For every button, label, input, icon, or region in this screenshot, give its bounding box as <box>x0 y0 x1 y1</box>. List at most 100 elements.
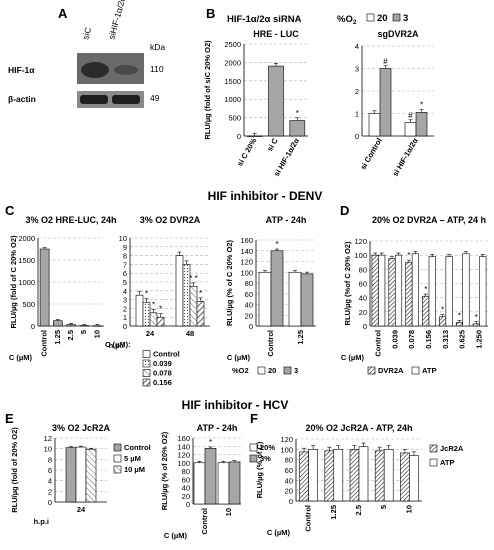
section-title-hcv: HIF inhibitor - HCV <box>182 398 289 412</box>
y-tick-label: 100 <box>240 268 253 277</box>
bar-5 <box>79 325 89 327</box>
y-tick-label: 1500 <box>18 256 35 265</box>
significance-mark: * <box>475 313 478 322</box>
y-tick-label: 120 <box>240 258 253 267</box>
y-tick-label: 12 <box>44 434 52 443</box>
legend-label-atp: ATP <box>440 458 454 467</box>
bar-48-0-078 <box>189 286 198 327</box>
chart-dvr2a-atp: 20% O2 DVR2A – ATP, 24 h 0 20 40 60 80 100 120R… <box>341 215 488 375</box>
chart-sgdvr2a: sgDVR2A 0 1 2 3 4 # si Control # * si HIF-1α/2α <box>355 29 434 178</box>
chart-hre-luc-24h: 3% O2 HRE-LUC, 24h 0 500 1000 1500 2000RLU/µg… <box>9 215 117 362</box>
x-tick-label: si HIF-1α/2α <box>391 136 420 178</box>
bar-control-3 <box>270 250 284 327</box>
blot-band-hif1a-sihif <box>114 65 138 75</box>
chart-title: ATP - 24h <box>266 215 307 225</box>
bar-control-20 <box>193 462 206 505</box>
x-tick-label: Control <box>373 330 382 357</box>
significance-mark: * <box>152 300 155 309</box>
bar-0-625-dvr2a <box>455 322 464 327</box>
bar-24-0-078 <box>149 312 158 327</box>
significance-mark: * <box>209 438 212 447</box>
bar-2-5 <box>66 324 76 327</box>
bar-5-atp <box>383 449 394 502</box>
x-axis-label: h.p.i <box>109 341 124 350</box>
bar-24-0-156 <box>156 316 165 327</box>
y-tick-label: 80 <box>285 456 293 465</box>
panel-b-header: HIF-1α/2α siRNA <box>227 14 302 25</box>
y-tick-label: 60 <box>359 280 367 289</box>
panel-letter-b: B <box>206 6 215 21</box>
bar-2-5-jcr2a <box>349 449 360 502</box>
y-tick-label: 6 <box>48 466 52 475</box>
legend-swatch-3 <box>249 454 258 463</box>
bar-0-313-dvr2a <box>439 316 447 327</box>
kda-label: kDa <box>150 42 165 52</box>
y-axis-label: RLU/µg (fold of 20% O2) <box>10 427 19 513</box>
y-tick-label: 1000 <box>18 278 35 287</box>
kda-49: 49 <box>150 93 160 103</box>
y-tick-label: 2000 <box>224 58 241 67</box>
lane-label-sic: siC <box>80 26 93 40</box>
bar-control-3 <box>204 448 217 505</box>
bar-0-156-atp <box>428 256 436 327</box>
bar-24-control <box>135 294 144 327</box>
legend-swatch-control <box>142 350 151 358</box>
significance-mark: * <box>159 305 162 314</box>
x-tick-label: 10 <box>224 508 233 516</box>
y-tick-label: 5 <box>123 278 127 287</box>
legend-title: C (µM): <box>105 340 131 349</box>
x-axis-label: C (µM) <box>267 528 291 537</box>
y-tick-label: 0 <box>363 322 367 331</box>
x-tick-label: si C <box>265 136 280 153</box>
y-tick-label: 2 <box>355 87 359 96</box>
bar-0-078-dvr2a <box>405 261 413 327</box>
x-tick-label: 0.039 <box>390 330 399 349</box>
bar-1-25-20 <box>288 271 302 327</box>
y-tick-label: 9 <box>123 243 127 252</box>
x-axis-label: C (µM) <box>164 531 188 540</box>
bar-0-625-atp <box>462 253 470 327</box>
y-tick-label: 1 <box>355 110 359 119</box>
y-tick-label: 100 <box>177 459 190 468</box>
x-tick-label: 1.25 <box>296 330 305 345</box>
y-tick-label: 1000 <box>224 95 241 104</box>
y-tick-label: 4 <box>48 477 52 486</box>
y-axis-label: RLU/µg (%of C 20% O2) <box>343 241 352 325</box>
band-label-actin: β-actin <box>8 94 36 104</box>
x-tick-label: 10 <box>404 505 413 513</box>
bar-control-atp <box>308 449 318 502</box>
x-tick-label: 48 <box>186 329 194 338</box>
legend-label-atp: ATP <box>422 366 436 375</box>
legend-swatch-atp <box>411 366 420 375</box>
legend-label-3: 3 <box>294 366 298 375</box>
x-tick-label: 1.250 <box>475 330 484 349</box>
x-tick-label: 10 <box>92 330 101 338</box>
y-tick-label: 1500 <box>224 77 241 86</box>
bar-control-jcr2a <box>299 451 309 502</box>
y-tick-label: 80 <box>182 467 190 476</box>
significance-mark: * <box>407 251 410 260</box>
chart-title: 3% O2 HRE-LUC, 24h <box>25 215 116 225</box>
x-tick-label: 2.5 <box>354 505 363 515</box>
y-tick-label: 0 <box>355 132 359 141</box>
legend-label-0-156: 0.156 <box>153 378 172 387</box>
y-tick-label: 60 <box>285 466 293 475</box>
panel-letter-f: F <box>250 411 258 426</box>
x-tick-label: Control <box>200 508 209 535</box>
y-tick-label: 8 <box>123 252 127 261</box>
panel-letter-a: A <box>58 6 68 21</box>
bar-control <box>39 248 50 327</box>
chart-title: 20% O2 DVR2A – ATP, 24 h <box>372 215 486 225</box>
bar-1-250-dvr2a <box>472 323 480 327</box>
y-tick-label: 80 <box>359 265 367 274</box>
section-title-denv: HIF inhibitor - DENV <box>208 189 323 203</box>
bar-1-25-atp <box>333 449 344 502</box>
x-tick-label: 2.5 <box>66 330 75 340</box>
y-tick-label: 3 <box>355 65 359 74</box>
bar-1-25 <box>52 320 63 327</box>
y-tick-label: 100 <box>354 251 367 260</box>
y-tick-label: 0 <box>123 322 127 331</box>
bar-1-25-jcr2a <box>324 450 335 502</box>
